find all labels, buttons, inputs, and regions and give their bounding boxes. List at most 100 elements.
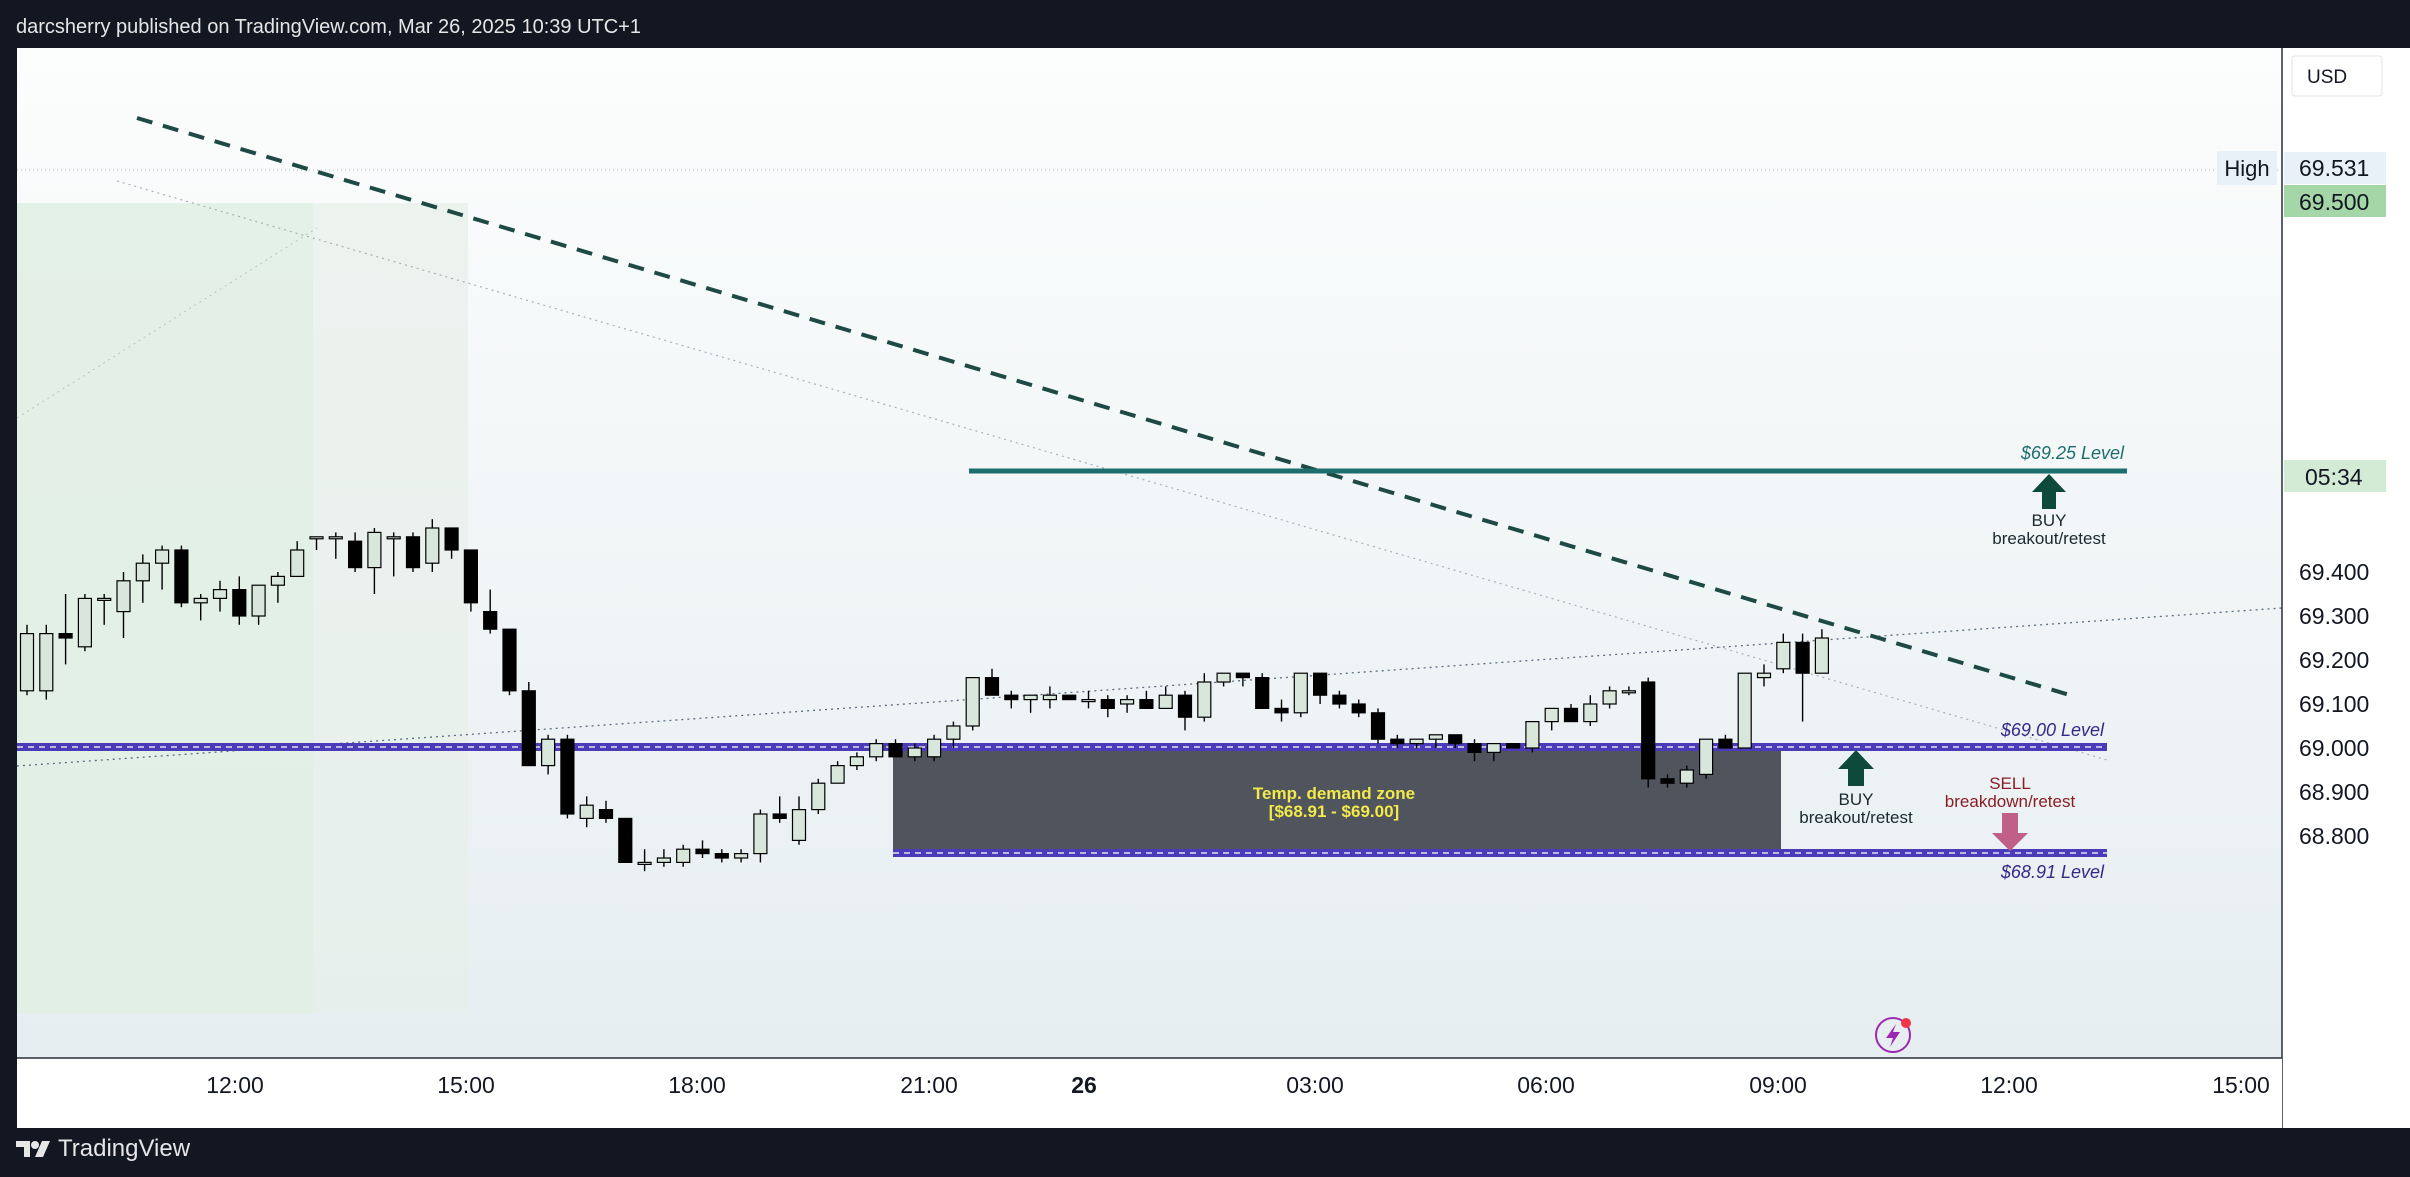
candle-down bbox=[521, 690, 536, 767]
brand-name: TradingView bbox=[58, 1135, 191, 1162]
candle-up bbox=[19, 632, 35, 692]
time-tick-label: 15:00 bbox=[2212, 1072, 2270, 1098]
candle-down bbox=[1235, 672, 1251, 679]
candle-up bbox=[1756, 672, 1772, 679]
tradingview-logo[interactable]: TradingView bbox=[16, 1135, 190, 1163]
candle-up bbox=[540, 738, 556, 767]
time-tick-label: 06:00 bbox=[1517, 1072, 1575, 1098]
price-tick-label: 69.200 bbox=[2299, 647, 2369, 673]
countdown-box bbox=[2284, 460, 2386, 492]
zone-range: [$68.91 - $69.00] bbox=[1269, 802, 1399, 821]
candle-up bbox=[39, 632, 54, 692]
buy-mid-sublabel: breakout/retest bbox=[1799, 808, 1913, 827]
candle-up bbox=[1486, 742, 1501, 753]
level-6900-label: $69.00 Level bbox=[2000, 720, 2105, 740]
level-6925-label: $69.25 Level bbox=[2020, 443, 2125, 463]
candle-down bbox=[714, 852, 729, 859]
lightning-icon[interactable] bbox=[1875, 1017, 1911, 1053]
time-tick-label: 12:00 bbox=[1980, 1072, 2038, 1098]
high-label: High bbox=[2224, 156, 2269, 181]
candle-down bbox=[888, 742, 903, 758]
candle-up bbox=[791, 808, 807, 841]
time-tick-label: 12:00 bbox=[206, 1072, 264, 1098]
sell-arrow bbox=[1992, 813, 2028, 851]
time-tick-label: 21:00 bbox=[900, 1072, 958, 1098]
candle-down bbox=[1390, 738, 1405, 745]
candle-up bbox=[1197, 681, 1212, 718]
candles-group bbox=[19, 519, 1830, 872]
published-line: darcsherry published on TradingView.com,… bbox=[16, 16, 641, 38]
candle-down bbox=[1062, 694, 1077, 701]
chart-area[interactable]: $69.25 Level $69.00 Level $68.91 Level T… bbox=[17, 48, 2410, 1128]
candle-down bbox=[1100, 698, 1115, 709]
candle-up bbox=[1081, 698, 1096, 703]
time-tick-label: 18:00 bbox=[668, 1072, 726, 1098]
tradingview-icon bbox=[16, 1141, 50, 1157]
candle-down bbox=[1004, 694, 1019, 701]
candle-up bbox=[1698, 738, 1714, 776]
candle-down bbox=[483, 610, 498, 630]
candle-down bbox=[405, 536, 421, 569]
candle-down bbox=[463, 549, 478, 604]
candle-down bbox=[1139, 698, 1154, 709]
high-value: 69.531 bbox=[2299, 155, 2369, 181]
sell-label: SELL bbox=[1989, 774, 2031, 793]
candle-up bbox=[155, 549, 170, 564]
candle-up bbox=[1525, 720, 1540, 749]
dotted-support-line bbox=[17, 607, 2283, 767]
buy-top-sublabel: breakout/retest bbox=[1992, 529, 2106, 548]
candle-down bbox=[1641, 681, 1656, 780]
candle-up bbox=[212, 588, 228, 599]
candle-up bbox=[425, 527, 440, 564]
candle-up bbox=[309, 536, 324, 540]
currency-box[interactable] bbox=[2291, 55, 2383, 97]
price-axis-panel[interactable] bbox=[2282, 48, 2410, 1128]
time-axis-panel[interactable] bbox=[17, 1058, 2282, 1128]
candle-down bbox=[1563, 707, 1579, 723]
candle-down bbox=[444, 527, 459, 551]
level-6891-label: $68.91 Level bbox=[2000, 862, 2105, 882]
candle-down bbox=[1332, 694, 1347, 705]
last-price-box bbox=[2284, 185, 2386, 217]
price-tick-label: 69.300 bbox=[2299, 603, 2369, 629]
zone-title: Temp. demand zone bbox=[1253, 784, 1415, 803]
session-shade-light bbox=[313, 203, 468, 1013]
candle-up bbox=[1737, 672, 1752, 749]
candle-up bbox=[1158, 694, 1173, 710]
candle-down bbox=[1795, 641, 1810, 674]
candle-down bbox=[1467, 742, 1482, 753]
candle-up bbox=[135, 562, 150, 582]
footer-bar: TradingView bbox=[0, 1128, 2410, 1177]
candle-down bbox=[560, 738, 575, 815]
candle-up bbox=[849, 756, 865, 767]
candle-up bbox=[946, 725, 961, 740]
candle-up bbox=[367, 531, 382, 569]
candle-down bbox=[1718, 738, 1733, 749]
buy-top-label: BUY bbox=[2032, 511, 2067, 530]
candle-up bbox=[1814, 637, 1830, 674]
buy-mid-arrow bbox=[1838, 750, 1874, 786]
time-tick-label: 15:00 bbox=[437, 1072, 495, 1098]
candle-up bbox=[811, 782, 826, 811]
last-price: 69.500 bbox=[2299, 189, 2369, 215]
candle-up bbox=[1023, 694, 1038, 701]
time-ticks-group: 12:00 15:00 18:00 21:00 26 03:00 06:00 09:00 12:… bbox=[206, 1072, 2270, 1098]
high-value-box bbox=[2284, 152, 2386, 184]
candle-down bbox=[618, 817, 633, 864]
candle-down bbox=[1274, 707, 1289, 714]
candle-down bbox=[1177, 694, 1193, 718]
buy-mid-label: BUY bbox=[1839, 790, 1874, 809]
candle-up bbox=[251, 584, 266, 617]
candle-down bbox=[1312, 672, 1328, 696]
candle-down bbox=[1351, 703, 1366, 714]
price-tick-label: 68.800 bbox=[2299, 823, 2369, 849]
candle-down bbox=[502, 628, 517, 692]
candle-down bbox=[232, 588, 247, 617]
candle-down bbox=[1370, 712, 1386, 740]
candle-up bbox=[328, 536, 343, 540]
candle-up bbox=[579, 804, 594, 820]
candle-up bbox=[1776, 641, 1791, 670]
candle-up bbox=[77, 597, 93, 648]
candle-up bbox=[1544, 707, 1559, 723]
candle-up bbox=[1216, 672, 1231, 683]
